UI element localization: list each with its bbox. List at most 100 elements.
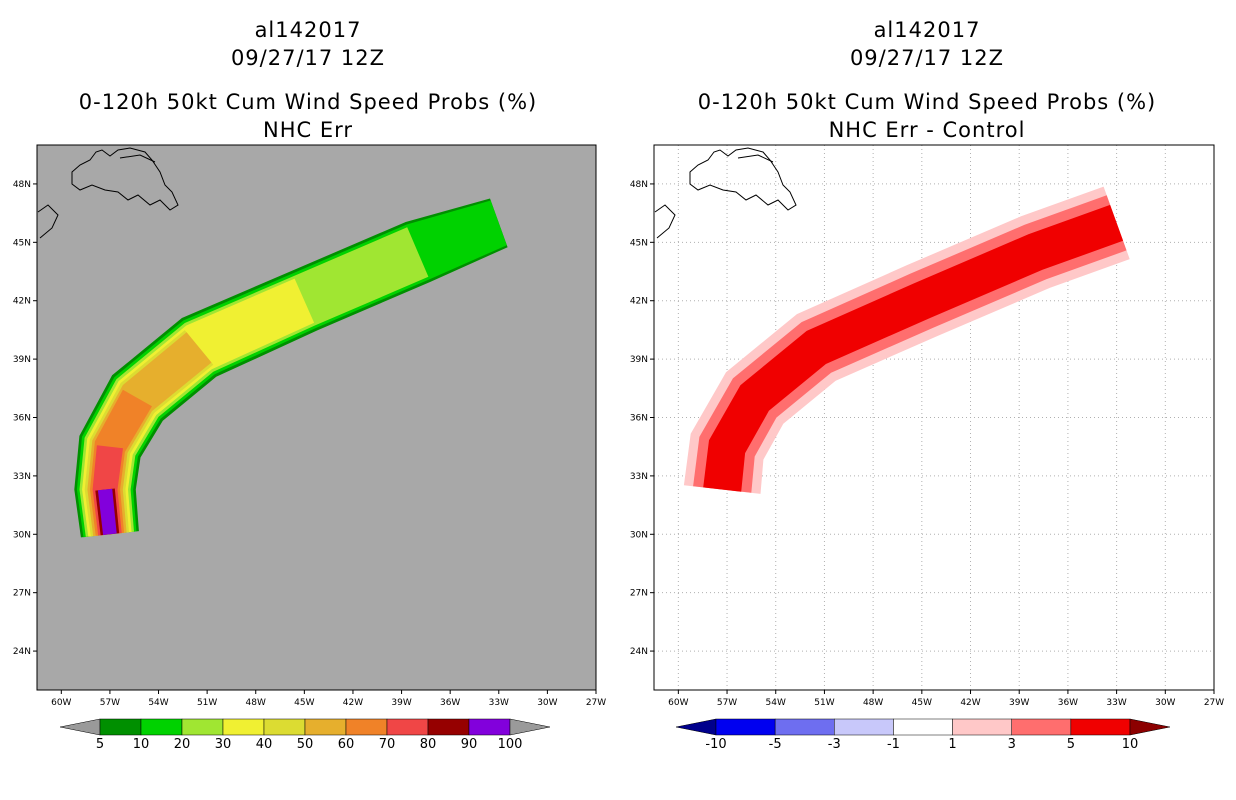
lon-tick-label: 30W xyxy=(1155,698,1175,708)
left-storm-id: al142017 xyxy=(254,18,362,42)
colorbar-label: 60 xyxy=(338,737,355,752)
lon-tick-label: 36W xyxy=(440,698,460,708)
coastline-newfoundland-icon xyxy=(37,147,179,239)
colorbar-label: 100 xyxy=(498,737,523,752)
lon-tick-label: 51W xyxy=(197,698,217,708)
colorbar-label: -1 xyxy=(887,737,900,752)
colorbar-swatch xyxy=(345,718,388,736)
lon-tick-label: 48W xyxy=(863,698,883,708)
colorbar-label: 90 xyxy=(461,737,478,752)
left-probability-map: 60W 57W 54W 51W 48W 45W 42W 39W 36W 33W 30W 27W 48N 4… xyxy=(13,144,606,752)
lat-tick-label: 45N xyxy=(13,238,31,248)
colorbar-swatch xyxy=(304,718,347,736)
right-storm-id: al142017 xyxy=(873,18,981,42)
colorbar-label: 50 xyxy=(297,737,314,752)
right-chart-title: 0-120h 50kt Cum Wind Speed Probs (%) xyxy=(697,90,1157,114)
colorbar-swatch xyxy=(774,718,835,736)
lon-tick-label: 60W xyxy=(51,698,71,708)
lon-tick-label: 36W xyxy=(1058,698,1078,708)
lat-tick-label: 48N xyxy=(13,180,31,190)
lon-tick-label: 42W xyxy=(343,698,363,708)
colorbar-swatch xyxy=(952,718,1012,736)
colorbar-swatch xyxy=(427,718,470,736)
colorbar-swatch xyxy=(834,718,894,736)
left-chart-title: 0-120h 50kt Cum Wind Speed Probs (%) xyxy=(78,90,538,114)
lat-tick-label: 48N xyxy=(630,180,648,190)
lat-tick-label: 39N xyxy=(630,355,648,365)
prob-band-20 xyxy=(79,227,429,537)
lat-tick-label: 36N xyxy=(630,414,648,424)
colorbar-label: 80 xyxy=(420,737,437,752)
colorbar-label: 20 xyxy=(174,737,191,752)
colorbar-label: 30 xyxy=(215,737,232,752)
lat-tick-label: 36N xyxy=(13,414,31,424)
lon-tick-label: 39W xyxy=(391,698,411,708)
prob-band-90 xyxy=(97,488,117,535)
colorbar-label: 5 xyxy=(96,737,104,752)
colorbar-low-arrow xyxy=(675,718,717,736)
colorbar-label: 3 xyxy=(1008,737,1016,752)
colorbar-low-arrow xyxy=(59,718,101,736)
right-difference-swath xyxy=(683,186,1130,494)
lat-tick-label: 24N xyxy=(630,647,648,657)
lat-tick-label: 33N xyxy=(630,472,648,482)
lon-tick-label: 57W xyxy=(717,698,737,708)
colorbar-label: 5 xyxy=(1067,737,1075,752)
lat-tick-label: 27N xyxy=(13,589,31,599)
lat-tick-label: 30N xyxy=(630,530,648,540)
colorbar-swatch xyxy=(386,718,429,736)
right-colorbar: -10 -5 -3 -1 1 3 5 10 xyxy=(675,718,1171,752)
lat-tick-label: 24N xyxy=(13,647,31,657)
colorbar-swatch xyxy=(263,718,306,736)
right-difference-map: 60W 57W 54W 51W 48W 45W 42W 39W 36W 33W 30W 27W 48N 4… xyxy=(630,144,1224,752)
colorbar-swatch xyxy=(893,718,953,736)
lon-tick-label: 39W xyxy=(1009,698,1029,708)
lon-tick-label: 27W xyxy=(586,698,606,708)
left-datetime: 09/27/17 12Z xyxy=(230,46,386,70)
lon-tick-label: 51W xyxy=(814,698,834,708)
lat-tick-label: 45N xyxy=(630,238,648,248)
colorbar-label: -3 xyxy=(828,737,841,752)
colorbar-label: -10 xyxy=(705,737,726,752)
lat-tick-label: 33N xyxy=(13,472,31,482)
lon-tick-label: 60W xyxy=(668,698,688,708)
colorbar-high-arrow xyxy=(1129,718,1171,736)
colorbar-swatch xyxy=(181,718,224,736)
left-chart-subtitle: NHC Err xyxy=(262,118,353,142)
colorbar-swatch xyxy=(222,718,265,736)
colorbar-swatch xyxy=(468,718,511,736)
lon-tick-label: 57W xyxy=(100,698,120,708)
lon-tick-label: 33W xyxy=(1106,698,1126,708)
left-axes: 60W 57W 54W 51W 48W 45W 42W 39W 36W 33W 30W 27W 48N 4… xyxy=(13,180,606,708)
right-chart-subtitle: NHC Err - Control xyxy=(828,118,1026,142)
lat-tick-label: 42N xyxy=(13,297,31,307)
lon-tick-label: 42W xyxy=(960,698,980,708)
colorbar-label: 70 xyxy=(379,737,396,752)
lat-tick-label: 27N xyxy=(630,589,648,599)
colorbar-swatch xyxy=(99,718,142,736)
colorbar-label: 10 xyxy=(133,737,150,752)
lon-tick-label: 54W xyxy=(766,698,786,708)
lon-tick-label: 54W xyxy=(148,698,168,708)
colorbar-label: -5 xyxy=(769,737,782,752)
left-probability-swath xyxy=(74,198,508,538)
lon-tick-label: 48W xyxy=(246,698,266,708)
colorbar-swatch xyxy=(715,718,776,736)
lat-tick-label: 42N xyxy=(630,297,648,307)
lat-tick-label: 30N xyxy=(13,530,31,540)
lon-tick-label: 45W xyxy=(912,698,932,708)
prob-band-30 xyxy=(82,278,315,537)
colorbar-swatch xyxy=(140,718,183,736)
colorbar-label: 1 xyxy=(948,737,956,752)
left-colorbar: 5 10 20 30 40 50 60 70 80 90 100 xyxy=(59,718,551,752)
colorbar-high-arrow xyxy=(509,718,551,736)
right-datetime: 09/27/17 12Z xyxy=(849,46,1005,70)
lon-tick-label: 30W xyxy=(537,698,557,708)
colorbar-label: 10 xyxy=(1122,737,1139,752)
colorbar-label: 40 xyxy=(256,737,273,752)
diff-band-2 xyxy=(703,204,1124,492)
lon-tick-label: 27W xyxy=(1204,698,1224,708)
coastline-newfoundland-icon xyxy=(654,147,797,239)
colorbar-swatch xyxy=(1011,718,1072,736)
lon-tick-label: 45W xyxy=(294,698,314,708)
